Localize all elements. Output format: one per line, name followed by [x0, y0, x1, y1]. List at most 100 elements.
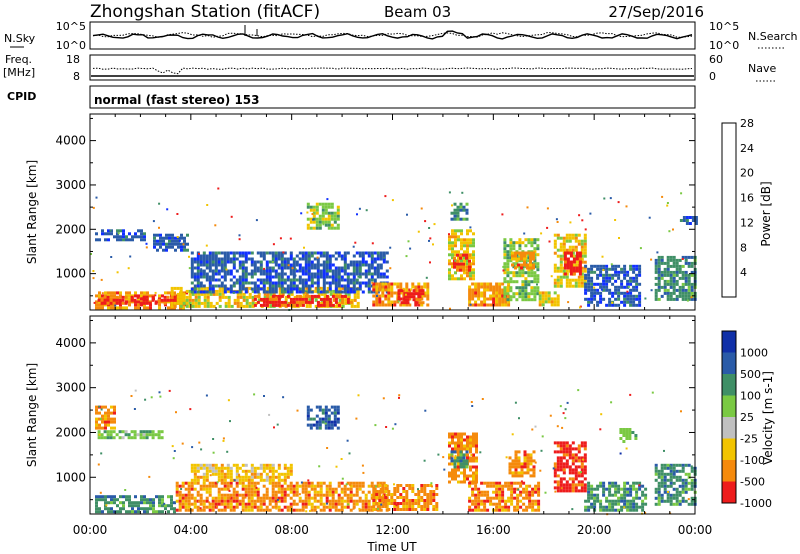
heatmap-cell [193, 481, 197, 485]
heatmap-cell [684, 258, 688, 262]
heatmap-cell [241, 272, 245, 276]
heatmap-cell [574, 468, 578, 472]
heatmap-cell [678, 276, 682, 280]
heatmap-cell [358, 269, 362, 273]
heatmap-cell [544, 297, 548, 301]
heatmap-cell [515, 241, 519, 245]
heatmap-cell [577, 278, 581, 282]
heatmap-cell [259, 254, 263, 258]
heatmap-cell [289, 481, 293, 485]
heatmap-cell [322, 505, 326, 509]
heatmap-cell [453, 462, 457, 466]
heatmap-cell [206, 301, 210, 305]
heatmap-cell [448, 474, 451, 478]
heatmap-cell [328, 257, 332, 261]
scatter-echo [205, 244, 208, 247]
heatmap-cell [289, 469, 293, 473]
heatmap-cell [526, 465, 530, 469]
heatmap-cell [448, 235, 451, 239]
heatmap-cell [184, 481, 188, 485]
heatmap-cell [292, 297, 296, 301]
heatmap-cell [217, 490, 221, 494]
heatmap-cell [170, 286, 174, 290]
heatmap-cell [220, 508, 224, 512]
heatmap-cell [162, 248, 165, 252]
heatmap-cell [116, 498, 119, 502]
heatmap-cell [355, 251, 359, 255]
heatmap-cell [429, 499, 433, 502]
heatmap-cell [220, 472, 224, 476]
heatmap-cell [176, 301, 180, 305]
heatmap-cell [122, 229, 125, 233]
heatmap-cell [415, 292, 419, 296]
heatmap-cell [304, 254, 308, 258]
heatmap-cell [104, 232, 107, 236]
heatmap-cell [101, 294, 104, 298]
heatmap-cell [626, 300, 630, 304]
heatmap-cell [382, 275, 386, 279]
heatmap-cell [301, 266, 305, 270]
heatmap-cell [681, 285, 685, 289]
heatmap-cell [266, 292, 270, 296]
heatmap-cell [457, 444, 460, 448]
heatmap-cell [271, 475, 275, 479]
heatmap-cell [657, 487, 661, 491]
heatmap-cell [268, 300, 272, 304]
scatter-echo [175, 411, 177, 414]
heatmap-cell [672, 261, 676, 265]
heatmap-cell [501, 300, 505, 304]
scatter-echo [580, 471, 582, 474]
heatmap-cell [286, 287, 290, 291]
heatmap-cell [526, 453, 530, 457]
scatter-echo [133, 408, 136, 410]
heatmap-cell [660, 294, 664, 298]
heatmap-cell [584, 297, 588, 301]
heatmap-cell [217, 493, 221, 497]
heatmap-cell [690, 481, 694, 485]
scatter-echo [577, 389, 580, 392]
heatmap-cell [526, 251, 529, 255]
scatter-echo [690, 296, 693, 299]
heatmap-cell [669, 285, 673, 289]
heatmap-cell [274, 290, 278, 294]
heatmap-cell [474, 303, 478, 307]
scatter-echo [276, 423, 279, 426]
heatmap-cell [472, 241, 475, 245]
heatmap-cell [460, 444, 463, 448]
heatmap-cell [292, 484, 296, 488]
heatmap-cell [340, 499, 344, 503]
heatmap-cell [130, 298, 134, 302]
scatter-echo [227, 399, 230, 402]
heatmap-cell [602, 285, 606, 289]
scatter-echo [198, 500, 200, 503]
heatmap-cell [199, 463, 203, 467]
heatmap-cell [364, 496, 368, 500]
heatmap-cell [313, 505, 317, 509]
heatmap-cell [322, 278, 326, 282]
scatter-echo [302, 254, 305, 257]
heatmap-cell [454, 468, 457, 472]
heatmap-cell [104, 420, 107, 424]
heatmap-cell [387, 493, 391, 496]
heatmap-cell [352, 266, 356, 270]
heatmap-cell [211, 263, 215, 267]
heatmap-cell [355, 278, 359, 282]
heatmap-cell [596, 496, 600, 500]
heatmap-cell [498, 481, 502, 485]
heatmap-cell [559, 257, 563, 261]
heatmap-cell [475, 477, 478, 481]
heatmap-cell [312, 417, 316, 421]
heatmap-cell [574, 263, 578, 267]
heatmap-cell [654, 258, 658, 262]
y-tick-label: 4000 [55, 134, 86, 148]
heatmap-cell [376, 275, 380, 279]
heatmap-cell [483, 300, 487, 304]
heatmap-cell [522, 502, 526, 506]
heatmap-cell [199, 502, 203, 506]
heatmap-cell [498, 300, 502, 304]
heatmap-cell [501, 487, 505, 491]
heatmap-cell [322, 508, 326, 512]
heatmap-cell [681, 291, 685, 295]
heatmap-cell [465, 450, 469, 454]
heatmap-cell [271, 490, 275, 494]
